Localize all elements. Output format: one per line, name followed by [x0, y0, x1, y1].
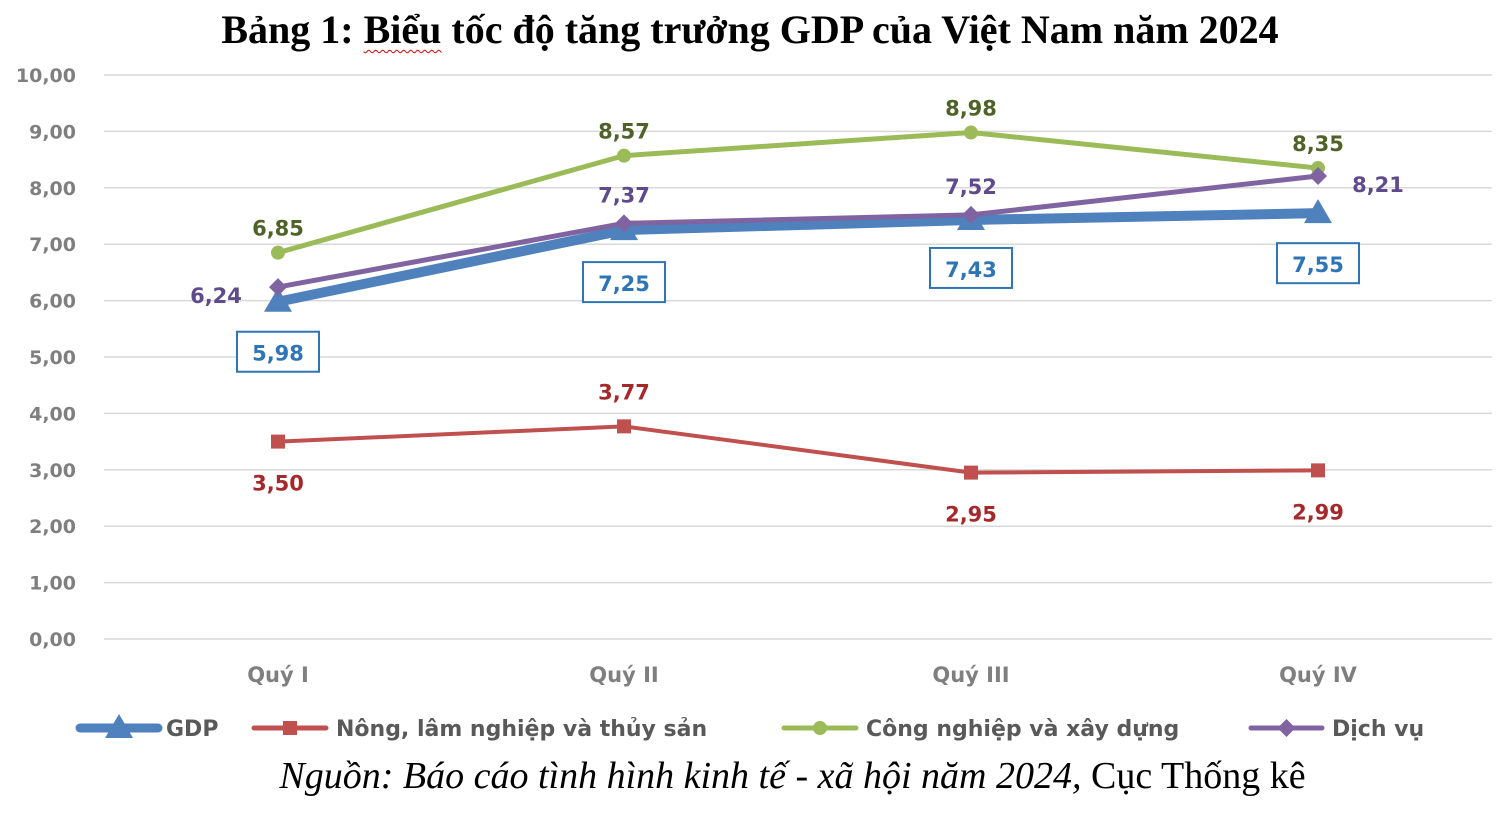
x-tick-label: Quý I: [247, 663, 309, 687]
data-point: [269, 278, 287, 297]
data-point: [964, 125, 978, 140]
title-prefix: Bảng 1:: [221, 7, 364, 52]
title-rest: tốc độ tăng trưởng GDP của Việt Nam năm …: [441, 7, 1279, 52]
y-tick-label: 7,00: [29, 234, 76, 256]
y-tick-label: 5,00: [29, 347, 76, 369]
source-italic: Nguồn: Báo cáo tình hình kinh tế - xã hộ…: [279, 755, 1082, 797]
legend-swatch-marker: [105, 714, 133, 738]
legend-item: Công nghiệp và xây dựng: [781, 717, 1179, 742]
data-point: [617, 419, 631, 434]
data-label: 8,57: [598, 120, 650, 144]
data-label: 2,99: [1292, 500, 1344, 524]
source-normal: Cục Thống kê: [1081, 755, 1306, 797]
data-label: 8,98: [945, 97, 997, 121]
legend-item: GDP: [75, 714, 218, 742]
data-label: 8,35: [1292, 132, 1344, 156]
data-label: 5,98: [252, 342, 304, 366]
data-label: 7,43: [945, 258, 997, 282]
y-tick-label: 10,00: [16, 65, 76, 87]
data-label: 2,95: [945, 503, 997, 527]
y-tick-label: 8,00: [29, 178, 76, 200]
data-point: [964, 465, 978, 480]
x-tick-label: Quý IV: [1279, 663, 1358, 687]
data-label: 3,77: [598, 380, 650, 404]
data-point: [1311, 463, 1325, 478]
y-axis: 0,00 1,00 2,00 3,00 4,00 5,00 6,00 7,00 8,00 9,00…: [16, 65, 76, 651]
data-point: [271, 245, 285, 260]
legend-swatch-marker: [813, 721, 827, 735]
data-point: [615, 214, 633, 233]
data-label: 6,85: [252, 217, 304, 241]
x-tick-label: Quý II: [589, 663, 658, 687]
y-tick-label: 1,00: [29, 573, 76, 595]
data-point: [962, 205, 980, 224]
data-labels: 5,98 7,25 7,43 7,55 3,50 3,77 2,95 2,99 6,85 8,57…: [190, 97, 1404, 527]
series-line: [275, 130, 1321, 256]
y-tick-label: 2,00: [29, 516, 76, 538]
y-tick-label: 6,00: [29, 291, 76, 313]
data-label: 7,37: [598, 183, 650, 207]
data-point: [1304, 199, 1332, 224]
data-label: 6,24: [190, 284, 242, 308]
y-tick-label: 4,00: [29, 403, 76, 425]
data-label: 3,50: [252, 472, 304, 496]
data-label-box: [929, 246, 1013, 289]
x-axis: Quý I Quý II Quý III Quý IV: [247, 663, 1357, 687]
series-line: [275, 173, 1321, 290]
legend-label: Công nghiệp và xây dựng: [866, 717, 1179, 742]
chart-title: Bảng 1: Biểu tốc độ tăng trưởng GDP của …: [0, 6, 1500, 53]
legend-label: Dịch vụ: [1332, 717, 1424, 742]
series-line: [273, 208, 1323, 307]
series-lines: [264, 125, 1332, 480]
legend-item: Nông, lâm nghiệp và thủy sản: [251, 717, 707, 742]
series-line: [276, 424, 1320, 475]
legend-label: Nông, lâm nghiệp và thủy sản: [336, 717, 707, 742]
y-tick-label: 9,00: [29, 121, 76, 143]
source-note: Nguồn: Báo cáo tình hình kinh tế - xã hộ…: [0, 754, 1500, 798]
data-point: [617, 148, 631, 163]
data-label: 8,21: [1352, 173, 1404, 197]
legend: GDP Nông, lâm nghiệp và thủy sản Công nghi…: [75, 714, 1424, 742]
data-label-box: [1276, 242, 1360, 285]
data-label-box: [236, 330, 320, 373]
data-label: 7,52: [945, 175, 997, 199]
legend-swatch-marker: [1277, 719, 1296, 737]
title-underlined-word: Biểu: [363, 7, 442, 52]
data-point: [271, 434, 285, 449]
legend-item: Dịch vụ: [1248, 717, 1424, 742]
data-label: 7,25: [598, 272, 650, 296]
y-tick-label: 0,00: [29, 629, 76, 651]
x-tick-label: Quý III: [932, 663, 1009, 687]
data-label-box: [582, 261, 666, 304]
data-point: [1309, 166, 1327, 185]
y-tick-label: 3,00: [29, 460, 76, 482]
data-point: [264, 287, 292, 312]
data-label: 7,55: [1292, 253, 1344, 277]
legend-swatch-marker: [283, 721, 297, 735]
legend-label: GDP: [166, 717, 218, 742]
